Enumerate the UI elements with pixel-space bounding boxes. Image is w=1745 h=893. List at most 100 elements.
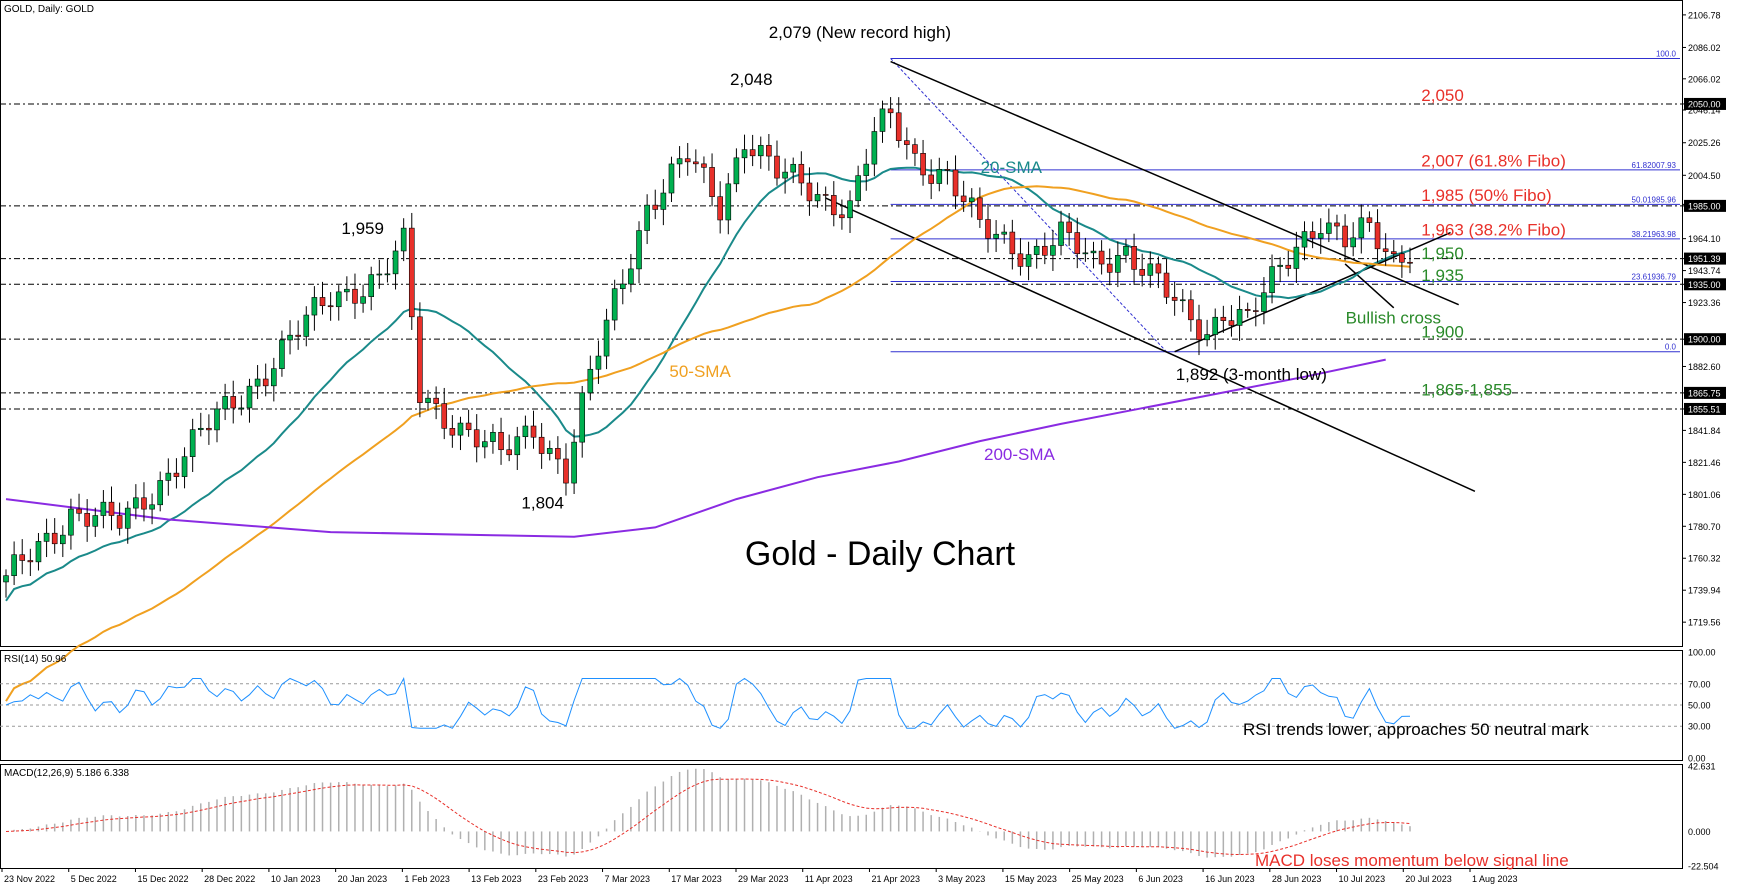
- chart-annotation: 1,985 (50% Fibo): [1421, 186, 1551, 205]
- candle: [3, 569, 9, 598]
- candle: [766, 134, 772, 171]
- candle: [709, 153, 715, 207]
- candle: [1090, 241, 1097, 269]
- chart-annotation: 1,892 (3-month low): [1176, 365, 1327, 384]
- candle-body: [262, 378, 269, 387]
- candle: [311, 286, 318, 331]
- candle-body: [433, 397, 439, 404]
- candle-body: [538, 436, 545, 454]
- candle-body: [847, 200, 853, 219]
- candle: [993, 220, 999, 253]
- candle: [116, 502, 123, 536]
- chart-annotation: 1,804: [521, 494, 564, 513]
- macd-signal-line: [5, 778, 1411, 856]
- candle: [1317, 218, 1324, 254]
- candle-body: [417, 316, 423, 403]
- candle-body: [684, 158, 691, 163]
- candle: [668, 156, 675, 202]
- candle-body: [465, 422, 472, 431]
- candle: [1074, 217, 1081, 269]
- candle-body: [1139, 269, 1145, 276]
- candle-body: [701, 163, 707, 168]
- candle-body: [952, 169, 959, 197]
- price-tag: [1684, 252, 1726, 265]
- rsi-annotation: RSI trends lower, approaches 50 neutral …: [1243, 720, 1589, 739]
- candle-body: [1009, 231, 1016, 255]
- candle-body: [871, 131, 878, 165]
- candle: [839, 199, 845, 230]
- candle-body: [855, 175, 861, 202]
- candle-body: [157, 480, 163, 506]
- candle-body: [944, 169, 951, 171]
- candle: [733, 148, 740, 193]
- candle-body: [879, 108, 886, 132]
- candle: [11, 541, 17, 585]
- candle: [1253, 297, 1259, 327]
- candle: [920, 139, 926, 186]
- candle-body: [920, 153, 926, 176]
- candle: [360, 284, 366, 313]
- candle-body: [92, 515, 99, 527]
- price-tick-label: 1760.32: [1688, 554, 1721, 564]
- candle-body: [311, 297, 318, 316]
- candle-body: [1261, 292, 1267, 312]
- candle-body: [1317, 233, 1324, 239]
- candle-body: [1277, 264, 1283, 267]
- price-tick-label: 1935.00: [1688, 280, 1721, 290]
- candle-body: [84, 512, 90, 527]
- candle: [181, 447, 188, 489]
- candle: [514, 426, 521, 470]
- candle-body: [506, 449, 512, 456]
- candle: [124, 501, 131, 544]
- candle-body: [352, 288, 358, 304]
- ma-label: 50-SMA: [669, 362, 731, 381]
- candle: [1261, 277, 1267, 325]
- candle-body: [1050, 245, 1056, 256]
- price-panel-frame: [0, 0, 1683, 647]
- candle: [660, 179, 667, 226]
- candle: [319, 281, 326, 315]
- candle-body: [693, 161, 699, 165]
- candle-body: [611, 288, 618, 321]
- candle: [368, 266, 375, 311]
- candle: [855, 165, 861, 208]
- candle-body: [279, 339, 285, 369]
- candle: [977, 187, 983, 228]
- chart-title: Gold - Daily Chart: [745, 535, 1016, 573]
- candle-body: [1301, 231, 1308, 248]
- candle: [782, 158, 788, 194]
- candle-body: [1309, 231, 1316, 239]
- candle: [1163, 259, 1170, 304]
- candle: [165, 458, 172, 496]
- candle: [968, 188, 975, 218]
- candle: [1228, 305, 1235, 337]
- date-tick-label: 3 May 2023: [938, 874, 985, 884]
- candle: [936, 157, 943, 192]
- price-tick-label: 2050.00: [1688, 99, 1721, 109]
- rsi-tick-label: 0.00: [1688, 754, 1706, 764]
- candle-body: [173, 472, 180, 477]
- candle: [222, 383, 228, 421]
- chart-annotation: 1,900: [1421, 323, 1464, 342]
- candle-body: [977, 197, 983, 220]
- candle-body: [1366, 217, 1373, 223]
- candle: [790, 157, 797, 184]
- rsi-tick-label: 50.00: [1688, 701, 1711, 711]
- candle: [279, 330, 285, 377]
- candle-body: [1058, 221, 1064, 246]
- candle: [27, 548, 34, 576]
- candle-body: [1358, 217, 1365, 239]
- candle-body: [344, 288, 350, 293]
- date-tick-label: 23 Feb 2023: [538, 874, 589, 884]
- date-tick-label: 15 May 2023: [1005, 874, 1057, 884]
- candle-body: [636, 230, 642, 270]
- date-tick-label: 1 Feb 2023: [404, 874, 450, 884]
- candle: [1285, 250, 1292, 277]
- fibo-level-label: 100.0: [1656, 49, 1677, 58]
- candle: [1407, 247, 1413, 274]
- candle-body: [725, 183, 732, 221]
- candle-body: [985, 219, 991, 239]
- candle-body: [230, 396, 237, 409]
- candle-body: [863, 163, 870, 176]
